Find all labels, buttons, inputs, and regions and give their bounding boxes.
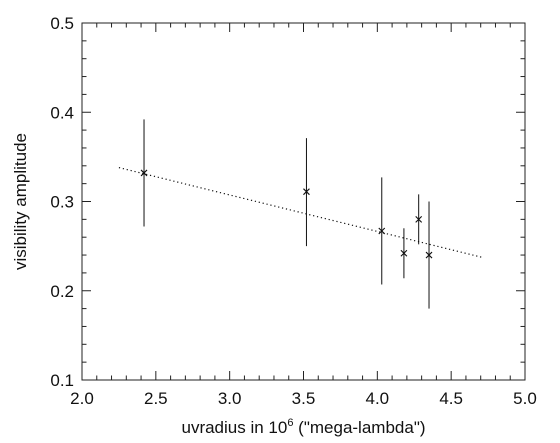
fit-line xyxy=(118,167,484,259)
x-tick-label: 2.5 xyxy=(144,389,168,408)
y-axis-label: visibility amplitude xyxy=(11,133,30,270)
y-tick-label: 0.4 xyxy=(50,103,74,122)
x-tick-label: 4.5 xyxy=(439,389,463,408)
x-axis: 2.0 2.5 3.0 3.5 4.0 4.5 5.0 xyxy=(70,23,537,408)
data-point-marker xyxy=(303,188,310,196)
x-tick-label: 3.0 xyxy=(218,389,242,408)
data-point-marker xyxy=(400,249,408,257)
data-point-marker xyxy=(378,227,386,235)
data-point-marker xyxy=(140,169,148,177)
plot-frame xyxy=(81,22,526,381)
x-tick-label: 3.5 xyxy=(292,389,316,408)
data-points xyxy=(140,119,433,309)
x-tick-label: 5.0 xyxy=(513,389,537,408)
y-tick-label: 0.3 xyxy=(50,193,74,212)
y-tick-label: 0.2 xyxy=(50,282,74,301)
y-tick-label: 0.5 xyxy=(50,14,74,33)
y-tick-label: 0.1 xyxy=(50,371,74,390)
x-axis-label-prefix: uvradius in 10 xyxy=(181,418,287,437)
x-tick-label: 2.0 xyxy=(70,389,94,408)
x-axis-label-suffix: ("mega-lambda") xyxy=(293,418,425,437)
data-point-marker xyxy=(415,215,423,223)
x-tick-label: 4.0 xyxy=(366,389,390,408)
data-point-marker xyxy=(425,251,433,259)
x-axis-label: uvradius in 106 ("mega-lambda") xyxy=(181,417,425,437)
y-axis: 0.1 0.2 0.3 0.4 0.5 xyxy=(50,14,525,390)
x-axis-label-superscript: 6 xyxy=(287,417,293,429)
